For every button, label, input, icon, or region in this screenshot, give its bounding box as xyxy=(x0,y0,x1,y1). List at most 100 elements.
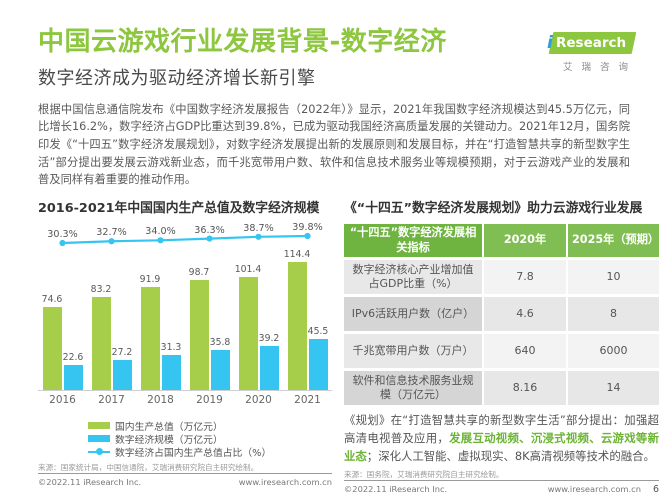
legend-label: 国内生产总值（万亿元） xyxy=(115,421,223,433)
digital-economy-bar xyxy=(63,364,83,391)
table-cell-2020: 8.16 xyxy=(484,371,566,406)
gdp-bar-value: 74.6 xyxy=(41,293,63,305)
line-point-value: 39.8% xyxy=(292,222,323,234)
legend-item: 数字经济占国内生产总值占比（%） xyxy=(88,445,332,459)
x-axis-tick-label: 2020 xyxy=(245,394,272,407)
x-axis-tick-label: 2016 xyxy=(49,394,76,407)
gdp-bar xyxy=(42,306,62,391)
chart-title: 2016-2021年中国国内生产总值及数字经济规模 xyxy=(38,201,320,217)
plan-note-highlight: 发展互动视频、沉浸式视频、云游戏等新业态 xyxy=(344,430,659,463)
table-header-cell: 2020年 xyxy=(484,224,566,258)
gdp-bar-value: 101.4 xyxy=(234,263,262,275)
line-point-marker xyxy=(206,235,213,242)
page-header: 中国云游戏行业发展背景-数字经济 数字经济成为驱动经济增长新引擎 i Resea… xyxy=(0,0,667,90)
gdp-bar xyxy=(140,287,160,391)
x-axis-tick-label: 2019 xyxy=(196,394,223,407)
legend-item: 数字经济规模（万亿元） xyxy=(88,432,332,446)
left-footer: ©2022.11 iResearch Inc. www.iresearch.co… xyxy=(38,473,332,487)
digital-economy-bar xyxy=(259,346,279,391)
table-row-label: IPv6活跃用户数（亿户） xyxy=(344,297,482,332)
chart-legend: 国内生产总值（万亿元） 数字经济规模（万亿元） 数字经济占国内生产总值占比（%） xyxy=(88,419,332,459)
digital-economy-bar xyxy=(210,350,230,391)
table-row-label: 数字经济核心产业增加值占GDP比重（%） xyxy=(344,260,482,295)
page-subtitle: 数字经济成为驱动经济增长新引擎 xyxy=(38,67,316,89)
legend-swatch xyxy=(88,435,110,443)
gdp-bar-value: 91.9 xyxy=(139,274,161,286)
line-point-value: 32.7% xyxy=(96,227,127,239)
line-point-marker xyxy=(304,233,311,240)
table-cell-2020: 640 xyxy=(484,334,566,369)
table-header-cell: 2025年（预期） xyxy=(568,224,659,258)
gdp-bar-value: 98.7 xyxy=(188,266,210,278)
table-header-cell: “十四五”数字经济发展相关指标 xyxy=(344,224,482,258)
chart-panel: 2016-2021年中国国内生产总值及数字经济规模 74.6 22.6 2016 30… xyxy=(38,201,332,487)
iresearch-logo-mark: i Research xyxy=(541,32,651,54)
line-point-value: 38.7% xyxy=(243,222,274,234)
legend-line-marker xyxy=(96,448,103,456)
right-footer-copyright: ©2022.11 iResearch Inc. xyxy=(344,484,448,495)
logo-brand-text: Research xyxy=(555,35,626,51)
intro-paragraph: 根据中国信息通信院发布《中国数字经济发展报告（2022年）》显示，2021年我国… xyxy=(38,102,630,187)
right-footer-group: www.iresearch.com.cn 6 xyxy=(548,484,659,495)
logo-chinese-name: 艾瑞咨询 xyxy=(562,62,637,73)
gdp-bar xyxy=(91,296,111,391)
plan-section-title: 《“十四五”数字经济发展规划》助力云游戏行业发展 xyxy=(344,201,643,217)
table-cell-2020: 7.8 xyxy=(484,260,566,295)
table-row-label: 千兆宽带用户数（万户） xyxy=(344,334,482,369)
table-cell-2025: 6000 xyxy=(568,334,659,369)
line-point-marker xyxy=(108,238,115,245)
plan-panel: 《“十四五”数字经济发展规划》助力云游戏行业发展 “十四五”数字经济发展相关指标… xyxy=(344,201,659,495)
header-titles: 中国云游戏行业发展背景-数字经济 数字经济成为驱动经济增长新引擎 xyxy=(38,26,447,90)
logo-i-letter: i xyxy=(547,33,553,53)
table-cell-2025: 10 xyxy=(568,260,659,295)
digital-economy-bar xyxy=(308,339,328,391)
legend-swatch xyxy=(88,422,110,430)
line-point-value: 36.3% xyxy=(194,224,225,236)
left-footer-copyright: ©2022.11 iResearch Inc. xyxy=(38,477,142,488)
plan-indicator-table: “十四五”数字经济发展相关指标 2020年 2025年（预期） 数字经济核心产业增加值… xyxy=(344,224,659,406)
right-footer: ©2022.11 iResearch Inc. www.iresearch.co… xyxy=(344,480,659,495)
page-title: 中国云游戏行业发展背景-数字经济 xyxy=(38,27,447,57)
legend-item: 国内生产总值（万亿元） xyxy=(88,419,332,433)
line-point-value: 30.3% xyxy=(47,229,78,241)
digital-bar-value: 35.8 xyxy=(209,337,231,349)
line-point-value: 34.0% xyxy=(145,226,176,238)
plan-note: 《规划》在“打造智慧共享的新型数字生活”部分提出：加强超高清电视普及应用，发展互… xyxy=(344,412,659,465)
plan-note-text-2: ；深化人工智能、虚拟现实、8K高清视频等技术的融合。 xyxy=(366,448,655,463)
legend-label: 数字经济规模（万亿元） xyxy=(115,434,223,446)
gdp-bar xyxy=(238,276,258,391)
gdp-digital-economy-chart: 74.6 22.6 2016 30.3% 83.2 27.2 2017 32.7% 91.9 31… xyxy=(38,220,332,416)
page-number: 6 xyxy=(652,484,659,496)
gdp-bar xyxy=(189,279,209,391)
gdp-bar xyxy=(287,262,307,391)
digital-economy-bar xyxy=(161,355,181,391)
iresearch-logo: i Research 艾瑞咨询 xyxy=(541,32,651,73)
x-axis-tick-label: 2021 xyxy=(294,394,321,407)
line-point-marker xyxy=(157,237,164,244)
gdp-bar-value: 114.4 xyxy=(283,249,311,261)
left-footer-url: www.iresearch.com.cn xyxy=(238,477,332,488)
x-axis-tick-label: 2017 xyxy=(98,394,125,407)
gdp-bar-value: 83.2 xyxy=(90,283,112,295)
table-cell-2025: 14 xyxy=(568,371,659,406)
line-point-marker xyxy=(255,233,262,241)
digital-economy-bar xyxy=(112,359,132,391)
digital-bar-value: 27.2 xyxy=(111,346,133,358)
digital-bar-value: 22.6 xyxy=(62,351,84,363)
plan-source-note: 来源：国务院，艾瑞消费研究院自主研究绘制。 xyxy=(344,470,504,480)
digital-bar-value: 39.2 xyxy=(258,333,280,345)
x-axis-line xyxy=(38,390,332,392)
x-axis-tick-label: 2018 xyxy=(147,394,174,407)
legend-label: 数字经济占国内生产总值占比（%） xyxy=(115,447,272,459)
right-footer-url: www.iresearch.com.cn xyxy=(547,484,641,495)
digital-bar-value: 45.5 xyxy=(307,326,329,338)
plan-note-text-1: 《规划》在“打造智慧共享的新型数字生活”部分提出：加强超高清电视普及应用， xyxy=(344,413,659,445)
logo-flag-shape: Research xyxy=(548,32,637,54)
table-row-label: 软件和信息技术服务业规模（万亿元） xyxy=(344,371,482,406)
legend-swatch xyxy=(88,448,110,456)
line-point-marker xyxy=(59,240,66,247)
table-cell-2020: 4.6 xyxy=(484,297,566,332)
table-cell-2025: 8 xyxy=(568,297,659,332)
chart-source-note: 来源：国家统计局，中国信通院，艾瑞消费研究院自主研究绘制。 xyxy=(38,463,259,473)
